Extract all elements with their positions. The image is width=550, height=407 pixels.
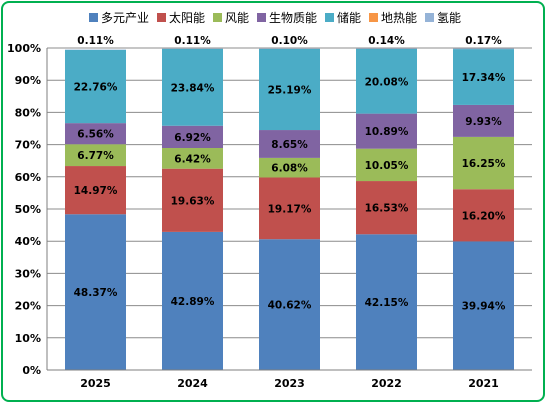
data-label: 8.65% [271,139,308,151]
y-tick-label: 60% [15,171,41,184]
legend-swatch [213,13,222,22]
data-label: 42.89% [171,296,215,308]
bar-segment [65,166,126,215]
data-label: 40.62% [268,300,312,312]
bar-segment [65,49,126,124]
bar-segment [259,177,320,240]
bar-segment [356,113,417,149]
data-label: 14.97% [74,185,118,197]
y-tick-label: 10% [15,332,41,345]
data-label: 9.93% [465,116,502,128]
legend-swatch [369,13,378,22]
data-label: 16.20% [462,210,506,222]
y-tick-label: 90% [15,74,41,87]
data-label: 23.84% [171,82,215,94]
x-tick-label: 2022 [371,377,402,390]
legend-label: 氢能 [437,10,461,25]
bar-segment [162,168,223,232]
data-label: 42.15% [365,297,409,309]
y-tick-label: 50% [15,203,41,216]
legend-item: 多元产业 [89,11,149,25]
data-label: 16.53% [365,203,409,215]
data-label: 6.42% [174,153,211,165]
data-label: 39.94% [462,301,506,313]
data-label: 19.17% [268,203,312,215]
bar-segment [259,130,320,158]
y-tick-label: 30% [15,267,41,280]
bar-segment [356,148,417,182]
data-label: 6.92% [174,132,211,144]
bars [65,48,514,370]
legend-item: 储能 [325,10,361,25]
y-tick-label: 0% [22,364,41,377]
data-label: 25.19% [268,84,312,96]
data-label: 0.10% [271,35,308,47]
data-label: 22.76% [74,81,118,93]
bar-segment [65,214,126,370]
y-tick-label: 70% [15,139,41,152]
data-label: 48.37% [74,287,118,299]
data-label: 10.89% [365,126,409,138]
data-label: 0.17% [465,35,502,47]
bar-segment [259,239,320,370]
legend-swatch [425,13,434,22]
bar-segment [356,48,417,114]
bar-segment [453,189,514,242]
legend-swatch [325,13,334,22]
bar-segment [356,181,417,235]
data-label: 6.77% [77,150,114,162]
bar-segment [162,125,223,149]
legend-item: 太阳能 [157,10,205,25]
legend-swatch [157,13,166,22]
data-label: 20.08% [365,76,409,88]
legend-label: 太阳能 [169,10,205,25]
bar-segment [453,241,514,370]
data-labels: 48.37% 14.97% 6.77% 6.56% 22.76% 0.11% 42.89% 1… [74,35,506,313]
legend-item: 风能 [213,11,249,25]
x-tick-label: 2023 [274,377,305,390]
legend-label: 储能 [337,10,361,25]
data-label: 0.14% [368,35,405,47]
y-tick-label: 100% [7,42,41,55]
bar-segment [453,49,514,105]
y-tick-label: 40% [15,235,41,248]
bar-segment [65,123,126,145]
legend-swatch [257,13,266,22]
legend-item: 生物质能 [257,11,317,25]
legend: 多元产业 太阳能 风能 生物质能 储能 地热能 氢能 [89,10,461,25]
axes: 0% 10% 20% 30% 40% 50% 60% 70% 80% 90% 100% 2025 202… [7,42,532,390]
y-tick-label: 80% [15,106,41,119]
data-label: 0.11% [174,35,211,47]
bar-segment [65,144,126,167]
bar-segment [453,48,514,50]
x-tick-label: 2024 [177,377,208,390]
legend-swatch [89,13,98,22]
bar-segment [453,136,514,190]
bar-segment [162,48,223,126]
bar-segment [259,157,320,178]
legend-label: 风能 [225,11,249,25]
data-label: 0.11% [77,35,114,47]
data-label: 19.63% [171,195,215,207]
bar-segment [259,48,320,131]
bar-segment [356,234,417,370]
legend-label: 多元产业 [101,11,149,25]
bar-segment [162,148,223,169]
bar-segment [453,104,514,137]
data-label: 6.08% [271,163,308,175]
y-tick-label: 20% [15,300,41,313]
data-label: 16.25% [462,158,506,170]
bar-segment [162,231,223,370]
legend-label: 生物质能 [269,11,317,25]
x-tick-label: 2021 [468,377,499,390]
data-label: 6.56% [77,129,114,141]
data-label: 17.34% [462,72,506,84]
legend-label: 地热能 [381,11,417,25]
legend-item: 氢能 [425,10,461,25]
data-label: 10.05% [365,160,409,172]
x-tick-label: 2025 [80,377,111,390]
legend-item: 地热能 [369,11,417,25]
